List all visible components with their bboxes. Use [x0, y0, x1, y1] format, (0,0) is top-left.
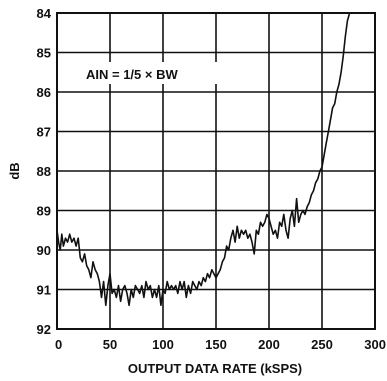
y-tick-labels: 84 85 86 87 88 89 90 91 92	[37, 6, 52, 337]
x-tick-label: 0	[55, 337, 62, 352]
plot-frame	[56, 12, 376, 330]
y-axis-label: dB	[7, 162, 22, 179]
annotation-box	[80, 62, 223, 84]
x-tick-label: 200	[258, 337, 280, 352]
y-tick-label: 86	[37, 85, 51, 100]
annotation: AIN = 1/5 × BW	[86, 67, 178, 82]
y-tick-label: 87	[37, 125, 51, 140]
x-tick-label: 50	[103, 337, 117, 352]
x-tick-label: 300	[364, 337, 386, 352]
y-tick-label: 88	[37, 164, 51, 179]
y-tick-label: 85	[37, 46, 51, 61]
x-tick-label: 250	[311, 337, 333, 352]
x-tick-label: 150	[205, 337, 227, 352]
x-tick-labels: 0 50 100 150 200 250 300	[55, 337, 386, 352]
x-tick-label: 100	[152, 337, 174, 352]
y-tick-label: 89	[37, 204, 51, 219]
y-tick-label: 92	[37, 322, 51, 337]
y-tick-label: 90	[37, 243, 51, 258]
x-axis-label: OUTPUT DATA RATE (kSPS)	[128, 361, 302, 376]
series-line	[56, 12, 356, 307]
y-tick-label: 91	[37, 283, 51, 298]
grid	[57, 13, 375, 329]
y-tick-label: 84	[37, 6, 52, 21]
